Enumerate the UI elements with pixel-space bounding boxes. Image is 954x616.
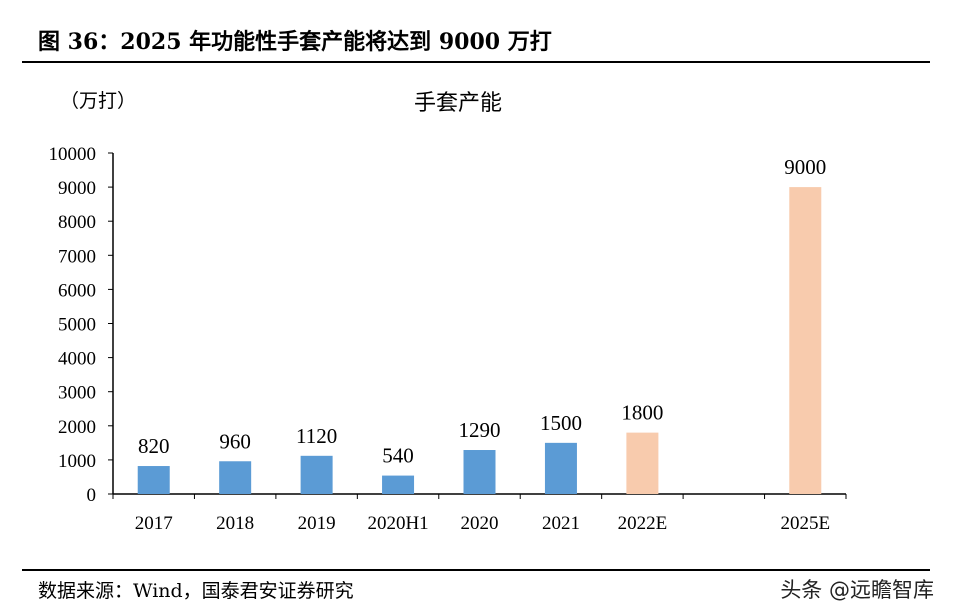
bar-2019 (300, 455, 333, 494)
x-tick-label: 2025E (780, 513, 830, 534)
bar-2020 (463, 450, 496, 494)
x-tick-label: 2017 (135, 513, 173, 534)
data-label: 1800 (621, 401, 663, 425)
data-label: 1120 (296, 424, 337, 448)
y-tick-label: 3000 (58, 383, 96, 404)
x-tick-label: 2022E (618, 513, 668, 534)
x-tick-label: 2018 (216, 513, 254, 534)
bar-2022E (626, 432, 659, 494)
x-tick-label: 2021 (542, 513, 580, 534)
y-tick-label: 7000 (58, 246, 96, 267)
y-tick-label: 2000 (58, 417, 96, 438)
data-label: 820 (138, 434, 170, 458)
y-tick-label: 10000 (49, 144, 97, 165)
chart-title: 手套产能 (414, 90, 502, 115)
bar-2025E (789, 187, 822, 494)
watermark: 头条 @远瞻智库 (780, 578, 934, 602)
bar-2017 (137, 466, 170, 494)
bar-2018 (219, 461, 252, 494)
y-unit-label: （万打） (60, 90, 136, 112)
y-tick-label: 9000 (58, 178, 96, 199)
x-tick-label: 2020H1 (367, 513, 428, 534)
data-label: 1500 (540, 411, 582, 435)
y-tick-label: 1000 (58, 451, 96, 472)
bottom-rule (22, 569, 930, 571)
bar-2021 (544, 442, 577, 494)
x-tick-label: 2020 (461, 513, 499, 534)
data-label: 540 (382, 444, 414, 468)
y-tick-label: 4000 (58, 349, 96, 370)
top-rule (22, 61, 930, 63)
y-tick-label: 5000 (58, 315, 96, 336)
y-tick-label: 6000 (58, 280, 96, 301)
source-note: 数据来源：Wind，国泰君安证券研究 (38, 580, 354, 602)
data-label: 960 (219, 429, 251, 453)
data-label: 1290 (459, 418, 501, 442)
data-label: 9000 (784, 155, 826, 179)
y-tick-label: 8000 (58, 212, 96, 233)
figure-title: 图 36：2025 年功能性手套产能将达到 9000 万打 (38, 29, 552, 55)
bar-2020H1 (382, 475, 415, 494)
x-tick-label: 2019 (298, 513, 336, 534)
y-tick-label: 0 (87, 485, 97, 506)
